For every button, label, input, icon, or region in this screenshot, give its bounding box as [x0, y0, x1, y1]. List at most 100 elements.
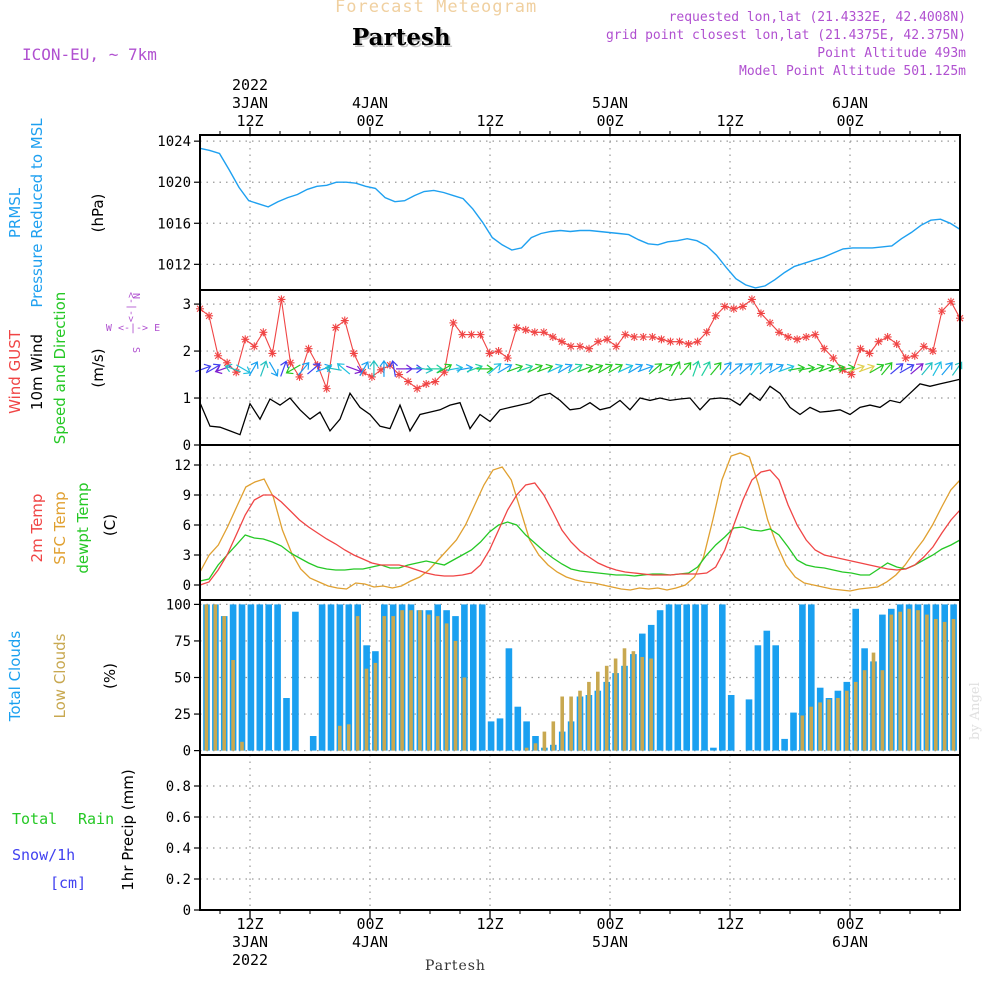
low-cloud-bar — [391, 616, 395, 751]
footer-location: Partesh — [425, 958, 486, 974]
watermark: by Angel — [968, 682, 983, 740]
total-cloud-bar — [710, 747, 717, 751]
wind-direction-arrow — [297, 361, 310, 376]
low-cloud-bar — [800, 715, 805, 751]
wind-direction-arrow — [260, 360, 269, 377]
gust-marker — [286, 358, 295, 367]
low-cloud-bar — [934, 619, 938, 751]
wind-direction-arrow — [628, 363, 644, 374]
sfc-temp-line — [199, 452, 961, 592]
low-cloud-bar — [827, 699, 831, 751]
gust-marker — [675, 337, 684, 346]
wind-direction-arrow — [808, 363, 825, 373]
y-tick-label: 0.6 — [166, 810, 191, 826]
gust-marker — [214, 351, 223, 360]
total-cloud-bar — [274, 604, 281, 751]
wind-direction-arrow — [446, 364, 464, 373]
wind-direction-arrow — [648, 363, 663, 375]
location-title: Partesh — [352, 24, 451, 51]
wind-direction-arrow — [527, 363, 543, 373]
wind-unit: (m/s) — [89, 348, 107, 387]
gust-marker — [557, 337, 566, 346]
gust-marker — [476, 330, 485, 339]
gust-marker — [603, 335, 612, 344]
low-cloud-bar — [453, 640, 458, 751]
gust-marker — [358, 368, 367, 377]
gust-marker — [729, 304, 738, 313]
wind-direction-arrow — [577, 363, 594, 373]
wind-direction-arrow — [506, 363, 524, 373]
wind-direction-arrow — [607, 363, 624, 374]
gust-marker — [811, 330, 820, 339]
wind-direction-arrow — [941, 361, 953, 376]
low-cloud-bar — [853, 681, 858, 751]
wind-direction-arrow — [658, 363, 674, 374]
wind-speed-line — [199, 378, 961, 436]
gust-marker — [205, 311, 214, 320]
y-tick-label: 0 — [183, 438, 191, 454]
compass-s: S — [130, 347, 141, 353]
y-tick-label: 1024 — [157, 134, 191, 150]
total-cloud-bar — [523, 721, 530, 751]
y-tick-label: 0 — [183, 578, 191, 594]
wind-direction-arrow — [224, 363, 241, 373]
gust-marker — [413, 384, 422, 393]
low-cloud-bar — [542, 731, 547, 751]
gust-marker — [639, 332, 648, 341]
wind-direction-arrow — [788, 364, 806, 373]
total-cloud-bar — [318, 604, 326, 751]
y-tick-label: 1012 — [157, 257, 191, 273]
gust-marker — [232, 368, 241, 377]
y-tick-label: 9 — [183, 488, 191, 504]
wind-direction-arrow — [359, 361, 370, 377]
pressure-line — [199, 147, 961, 289]
low-cloud-bar — [818, 702, 822, 751]
bottom-time-label: 12Z — [476, 915, 503, 933]
wind-direction-arrow — [848, 363, 865, 373]
top-time-label: 12Z — [716, 112, 743, 130]
panel-frame — [199, 754, 961, 911]
gust-marker — [612, 342, 621, 351]
gust-marker — [503, 354, 512, 363]
gust-marker — [277, 295, 286, 304]
gust-marker — [820, 344, 829, 353]
compass-ew: W <-|-> E — [106, 323, 160, 334]
low-cloud-bar — [382, 616, 387, 751]
gust-marker — [566, 342, 575, 351]
bottom-time-label: 4JAN — [352, 933, 388, 951]
panel-frame — [199, 134, 961, 291]
top-time-label: 3JAN — [232, 94, 268, 112]
gust-marker — [530, 328, 539, 337]
wind-direction-arrow — [899, 363, 915, 374]
wind-direction-arrow — [637, 363, 654, 373]
wind-direction-arrow — [750, 361, 762, 376]
low-cloud-bar — [338, 725, 342, 751]
gust-marker — [693, 337, 702, 346]
gust-marker — [458, 330, 467, 339]
wind-direction-arrow — [497, 363, 513, 374]
y-tick-label: 25 — [174, 707, 191, 723]
wind-direction-arrow — [597, 363, 613, 374]
wind-direction-arrow — [617, 363, 634, 373]
low-cloud-bar — [222, 616, 226, 751]
wind-direction-arrow — [858, 363, 876, 373]
grid-point-coords: grid point closest lon,lat (21.4375E, 42… — [605, 28, 966, 43]
wind-direction-arrow — [932, 361, 943, 377]
wind-10m-label: 10m Wind — [28, 334, 46, 410]
gust-marker — [331, 323, 340, 332]
total-cloud-bar — [763, 630, 771, 751]
total-clouds-label: Total Clouds — [6, 631, 24, 723]
gust-marker — [946, 297, 955, 306]
top-time-label: 00Z — [356, 112, 383, 130]
gust-marker — [440, 368, 449, 377]
wind-direction-arrow — [759, 363, 773, 375]
gust-marker — [304, 344, 313, 353]
gust-marker — [376, 365, 385, 374]
low-cloud-bar — [560, 696, 564, 751]
model-altitude: Model Point Altitude 501.125m — [739, 64, 966, 79]
gust-marker — [585, 344, 594, 353]
low-cloud-bar — [907, 608, 911, 751]
bottom-time-label: 00Z — [356, 915, 383, 933]
low-cloud-bar — [862, 670, 867, 751]
